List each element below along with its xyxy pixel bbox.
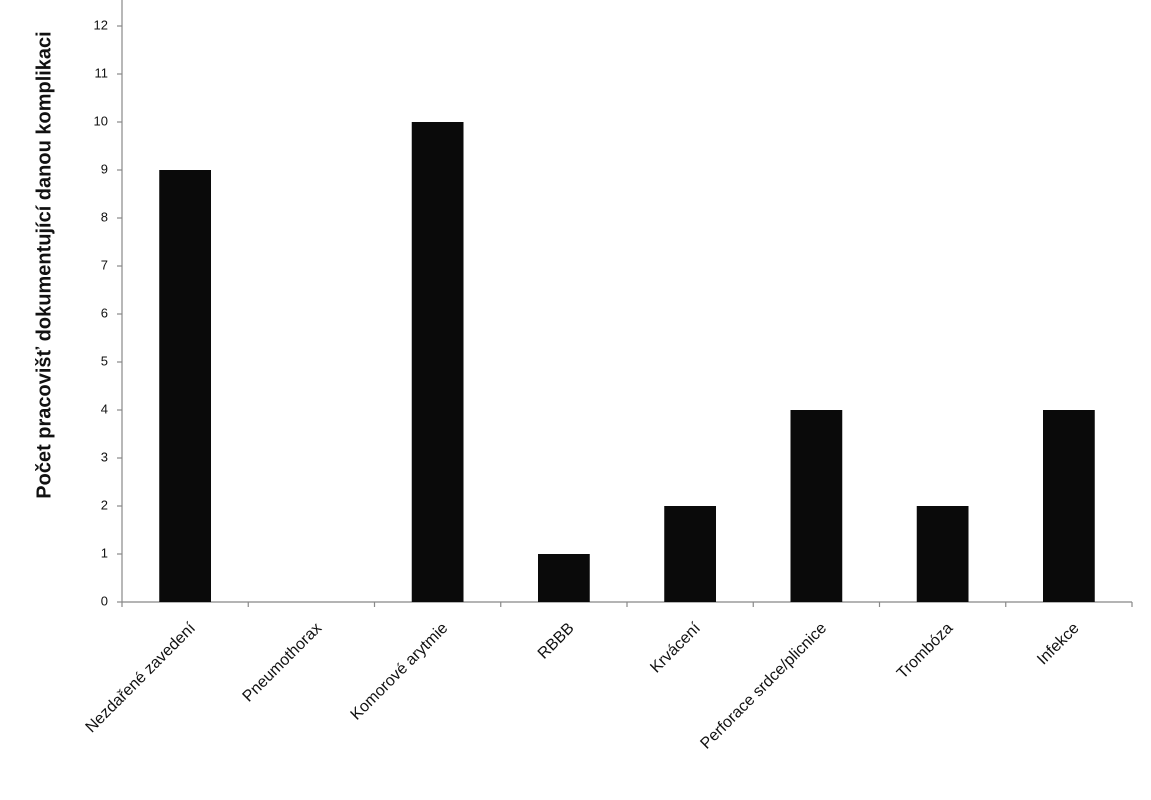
y-tick-label: 7 xyxy=(101,257,108,272)
x-tick-label: Pneumothorax xyxy=(240,620,326,706)
bar xyxy=(411,122,464,602)
y-tick-label: 4 xyxy=(101,401,108,416)
bar xyxy=(916,506,969,602)
y-axis-label: Počet pracovišť dokumentující danou komp… xyxy=(33,31,55,498)
y-tick-label: 9 xyxy=(101,161,108,176)
x-tick-label: Krvácení xyxy=(647,619,704,676)
x-tick-label: RBBB xyxy=(535,620,578,663)
x-tick-label: Komorové arytmie xyxy=(348,620,452,724)
y-tick-label: 0 xyxy=(101,593,108,608)
x-tick-label: Nezdařené zavedení xyxy=(83,619,200,736)
y-tick-label: 11 xyxy=(95,65,109,80)
x-tick-label: Trombóza xyxy=(894,620,957,683)
bar xyxy=(790,410,843,602)
y-tick-label: 10 xyxy=(94,113,108,128)
y-tick-label: 2 xyxy=(101,497,108,512)
x-tick-label: Infekce xyxy=(1034,620,1083,669)
y-tick-label: 3 xyxy=(101,449,108,464)
bar xyxy=(664,506,717,602)
bar xyxy=(1042,410,1095,602)
bar xyxy=(537,554,590,602)
y-tick-label: 8 xyxy=(101,209,108,224)
y-tick-label: 1 xyxy=(101,545,108,560)
y-tick-label: 6 xyxy=(101,305,108,320)
y-tick-label: 12 xyxy=(94,17,108,32)
bar xyxy=(159,170,212,602)
x-tick-label: Perforace srdce/plicnice xyxy=(697,620,830,753)
y-tick-label: 5 xyxy=(101,353,108,368)
